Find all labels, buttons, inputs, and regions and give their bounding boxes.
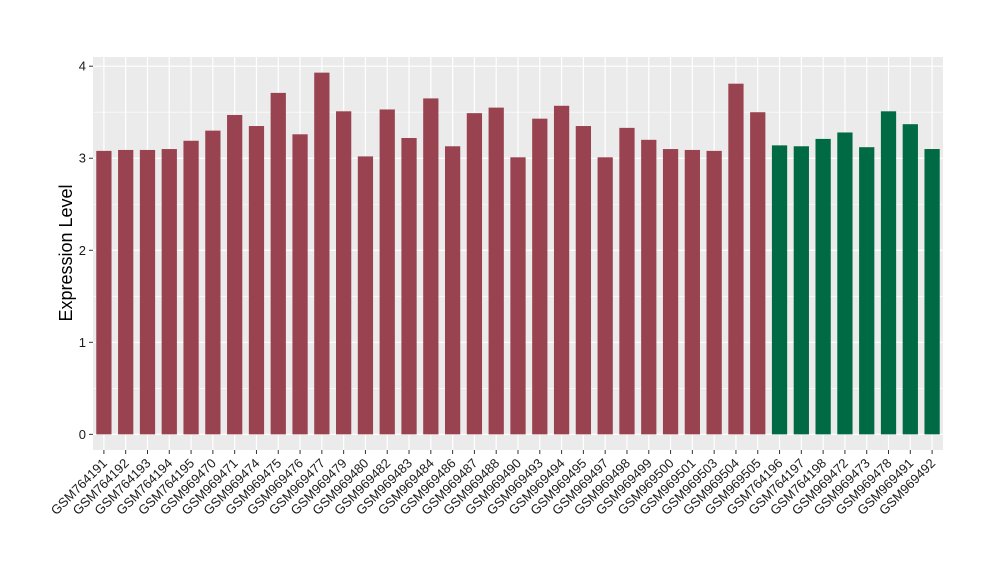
bar-GSM969501 [684,149,700,435]
bar-GSM969488 [488,107,504,435]
bar-GSM969486 [444,146,461,435]
bar-GSM764197 [793,146,809,435]
bar-GSM969498 [619,127,635,435]
bar-GSM969493 [532,118,548,435]
bar-GSM969495 [575,126,592,435]
bar-GSM969484 [423,98,439,435]
bar-GSM969473 [859,147,875,435]
bar-GSM764192 [118,149,134,435]
y-axis-title: Expression Level [56,184,76,321]
bar-GSM764191 [96,150,112,435]
bar-GSM764195 [183,140,199,435]
bar-GSM969480 [357,156,374,435]
bar-GSM969505 [750,112,766,435]
y-tick-label: 1 [79,335,86,350]
bar-GSM764198 [815,138,831,435]
bar-GSM969470 [205,130,221,435]
bar-GSM969483 [401,137,417,435]
bar-GSM764193 [139,149,156,435]
bar-GSM969471 [227,114,243,435]
y-tick-label: 0 [79,427,86,442]
bar-GSM764196 [771,145,788,435]
bar-GSM969504 [728,83,744,435]
bar-GSM969476 [292,134,308,435]
bar-GSM969492 [924,149,940,435]
bar-GSM969474 [248,126,265,435]
bar-GSM969475 [270,92,286,435]
bar-GSM969494 [553,105,570,435]
y-tick-label: 4 [79,59,86,74]
bar-GSM969482 [379,109,395,435]
bar-GSM969499 [641,139,657,435]
bar-GSM969479 [336,111,352,435]
bar-GSM969500 [662,149,679,435]
bar-GSM969490 [510,157,526,435]
y-tick-label: 2 [79,243,86,258]
bar-GSM764194 [161,149,177,435]
bar-GSM969491 [902,124,918,435]
bars [96,72,940,435]
bar-GSM969503 [706,150,722,435]
bar-GSM969472 [837,132,853,435]
bar-GSM969477 [314,72,330,435]
bar-GSM969487 [466,113,483,435]
y-axis: 0 1 2 3 4 [79,59,93,442]
y-tick-label: 3 [79,151,86,166]
bar-GSM969497 [597,157,613,435]
x-axis: GSM764191GSM764192GSM764193GSM764194GSM7… [48,450,938,518]
bar-GSM969478 [880,111,897,435]
